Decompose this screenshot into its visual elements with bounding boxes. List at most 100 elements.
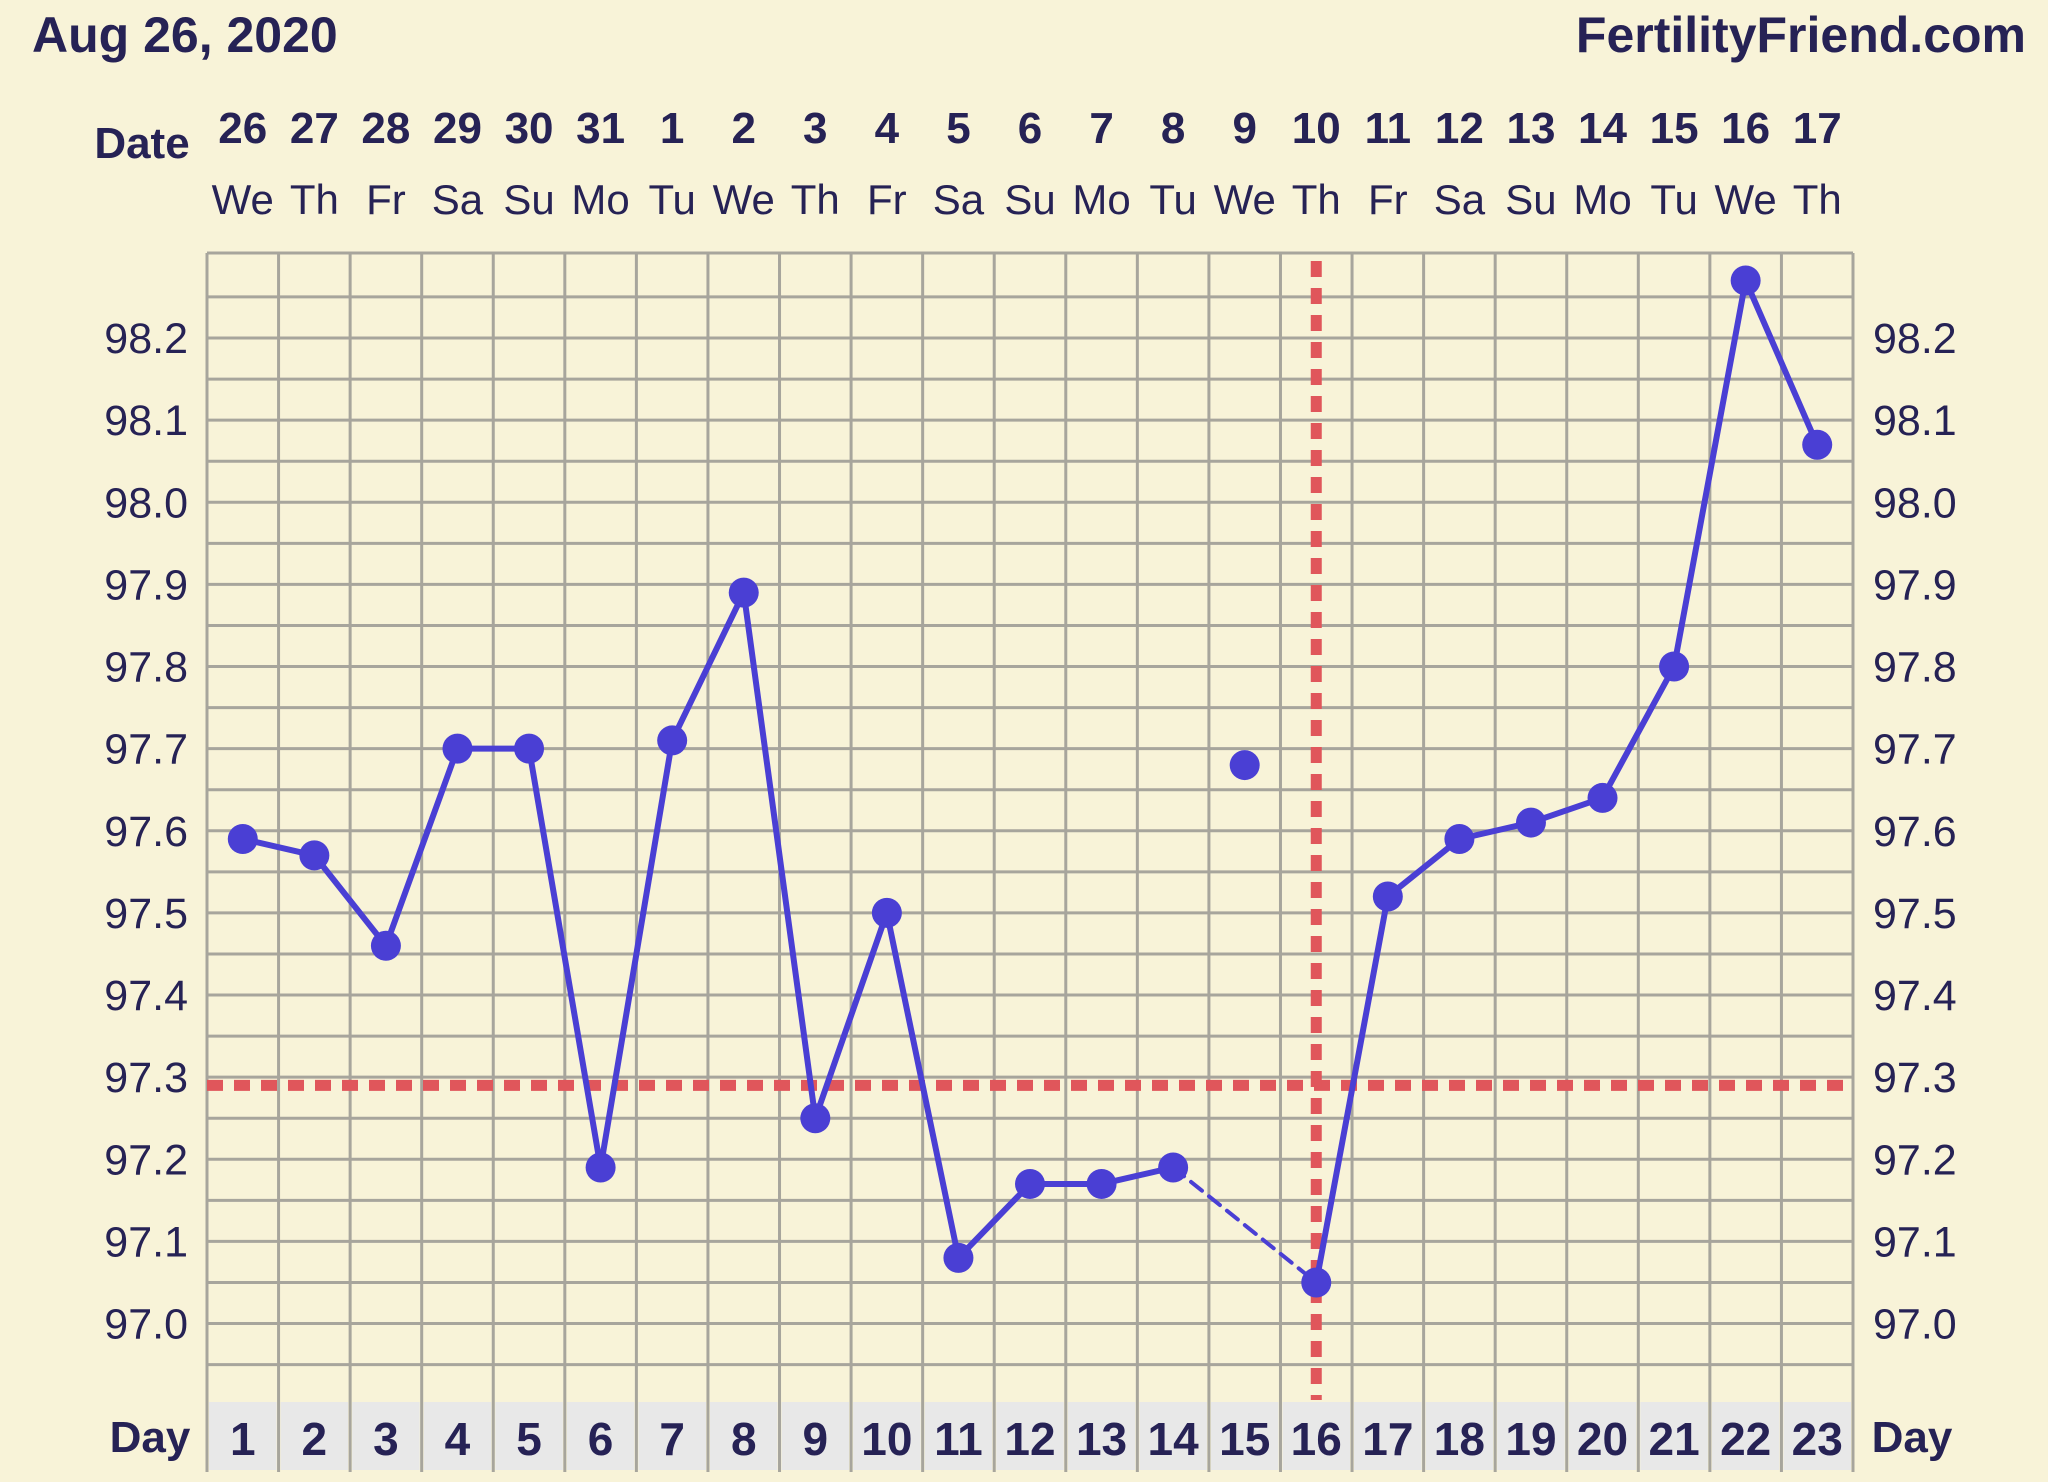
weekday-label: Mo: [571, 176, 629, 223]
y-axis-right: 98.2 98.1 98.0 97.9 97.8 97.7 97.6 97.5 97.4 97.3…: [1873, 315, 1957, 1349]
y-tick-right: 97.3: [1873, 1054, 1957, 1102]
data-point-day-22[interactable]: [1730, 265, 1761, 296]
data-point-day-13[interactable]: [1086, 1168, 1117, 1199]
data-point-day-23[interactable]: [1802, 429, 1833, 460]
weekday-label: Tu: [648, 176, 695, 223]
data-point-day-6[interactable]: [585, 1152, 616, 1183]
y-tick-right: 97.9: [1873, 561, 1957, 609]
weekday-label: Su: [503, 176, 554, 223]
day-cell: [638, 1402, 706, 1470]
y-tick-left: 98.1: [104, 397, 188, 445]
data-point-day-1[interactable]: [227, 823, 258, 854]
date-label: 3: [803, 104, 827, 153]
day-cell: [1210, 1402, 1279, 1470]
date-labels: 26 27 28 29 30 31 1 2 3 4 5 6 7 8 9 10 11 12 13 14 15 16 17: [218, 104, 1841, 153]
data-point-day-16[interactable]: [1301, 1267, 1332, 1298]
day-label: 5: [516, 1413, 542, 1465]
weekday-label: Sa: [432, 176, 484, 223]
weekday-label: Tu: [1149, 176, 1196, 223]
series-segment: [1671, 277, 1749, 670]
data-point-day-9[interactable]: [800, 1103, 831, 1134]
data-point-day-14[interactable]: [1158, 1152, 1189, 1183]
day-cell: [423, 1402, 492, 1470]
day-cell: [1640, 1402, 1708, 1470]
weekday-label: Fr: [867, 176, 907, 223]
y-tick-left: 97.3: [104, 1054, 188, 1102]
day-cell: [1425, 1402, 1494, 1470]
y-tick-right: 97.5: [1873, 890, 1957, 938]
day-label: 6: [588, 1413, 614, 1465]
day-row: 1 2 3 4 5 6 7 8 9 10 11 12 13 14 15 16 17 18 19 20 21 22 23Day…: [110, 1402, 1953, 1470]
day-cell: [1067, 1402, 1136, 1470]
series-segment: [1742, 277, 1821, 448]
data-point-day-2[interactable]: [299, 840, 330, 871]
day-label: 8: [731, 1413, 757, 1465]
day-cell: [566, 1402, 635, 1470]
data-point-day-17[interactable]: [1372, 881, 1403, 912]
date-label: 14: [1578, 104, 1627, 153]
data-point-day-3[interactable]: [370, 930, 401, 961]
day-cell: [924, 1402, 993, 1470]
site-watermark: FertilityFriend.com: [1576, 7, 2026, 63]
date-label: 1: [660, 104, 684, 153]
day-label: 12: [1004, 1413, 1055, 1465]
y-tick-right: 97.0: [1873, 1301, 1957, 1349]
y-tick-left: 97.9: [104, 561, 188, 609]
day-label: 13: [1076, 1413, 1127, 1465]
series-segment: [311, 852, 389, 949]
date-row-label: Date: [94, 119, 189, 168]
day-label: 7: [659, 1413, 685, 1465]
day-label: 10: [861, 1413, 912, 1465]
date-label: 15: [1650, 104, 1699, 153]
data-point-day-19[interactable]: [1515, 807, 1546, 838]
weekday-label: Fr: [366, 176, 406, 223]
date-label: 8: [1161, 104, 1185, 153]
weekday-label: Sa: [933, 176, 985, 223]
series-segment: [883, 909, 962, 1261]
weekday-label: Mo: [1573, 176, 1631, 223]
date-label: 9: [1232, 104, 1256, 153]
data-point-day-15[interactable]: [1229, 750, 1260, 781]
series-segment: [740, 589, 819, 1122]
date-label: 30: [505, 104, 554, 153]
y-tick-right: 97.4: [1873, 972, 1957, 1020]
data-point-day-18[interactable]: [1444, 823, 1475, 854]
y-tick-right: 97.2: [1873, 1136, 1957, 1184]
day-cell: [1354, 1402, 1422, 1470]
data-point-day-21[interactable]: [1659, 651, 1690, 682]
data-point-day-7[interactable]: [657, 725, 688, 756]
series-segment: [812, 909, 890, 1122]
day-label: 18: [1434, 1413, 1485, 1465]
y-tick-right: 98.1: [1873, 397, 1957, 445]
y-tick-left: 97.0: [104, 1301, 188, 1349]
day-label: 15: [1219, 1413, 1270, 1465]
weekday-label: Th: [1292, 176, 1341, 223]
weekday-label: Su: [1004, 176, 1055, 223]
series-segment: [1313, 893, 1391, 1286]
date-label: 6: [1018, 104, 1042, 153]
temperature-series-points: [227, 265, 1833, 1298]
data-point-day-12[interactable]: [1015, 1168, 1045, 1199]
temperature-series-lines: [239, 277, 1821, 1286]
weekday-label: We: [713, 176, 775, 223]
date-label: 16: [1721, 104, 1770, 153]
date-label: 28: [361, 104, 410, 153]
weekday-label: Su: [1505, 176, 1556, 223]
data-point-day-11[interactable]: [943, 1242, 974, 1273]
day-cell: [1282, 1402, 1351, 1470]
data-point-day-10[interactable]: [871, 897, 902, 928]
data-point-day-5[interactable]: [514, 733, 545, 764]
day-label: 4: [445, 1413, 471, 1465]
day-label: 11: [934, 1413, 983, 1465]
y-tick-left: 97.5: [104, 890, 188, 938]
y-axis-left: 98.2 98.1 98.0 97.9 97.8 97.7 97.6 97.5 97.4 97.3…: [104, 315, 188, 1349]
data-point-day-20[interactable]: [1587, 782, 1618, 813]
series-segment: [955, 1180, 1033, 1261]
data-point-day-4[interactable]: [442, 733, 473, 764]
weekday-label: We: [212, 176, 274, 223]
data-point-day-8[interactable]: [728, 577, 759, 608]
weekday-labels: We Th Fr Sa Su Mo Tu We Th Fr Sa Su Mo Tu We Th Fr Sa Su Mo…: [212, 176, 1842, 223]
y-tick-right: 98.2: [1873, 315, 1957, 363]
